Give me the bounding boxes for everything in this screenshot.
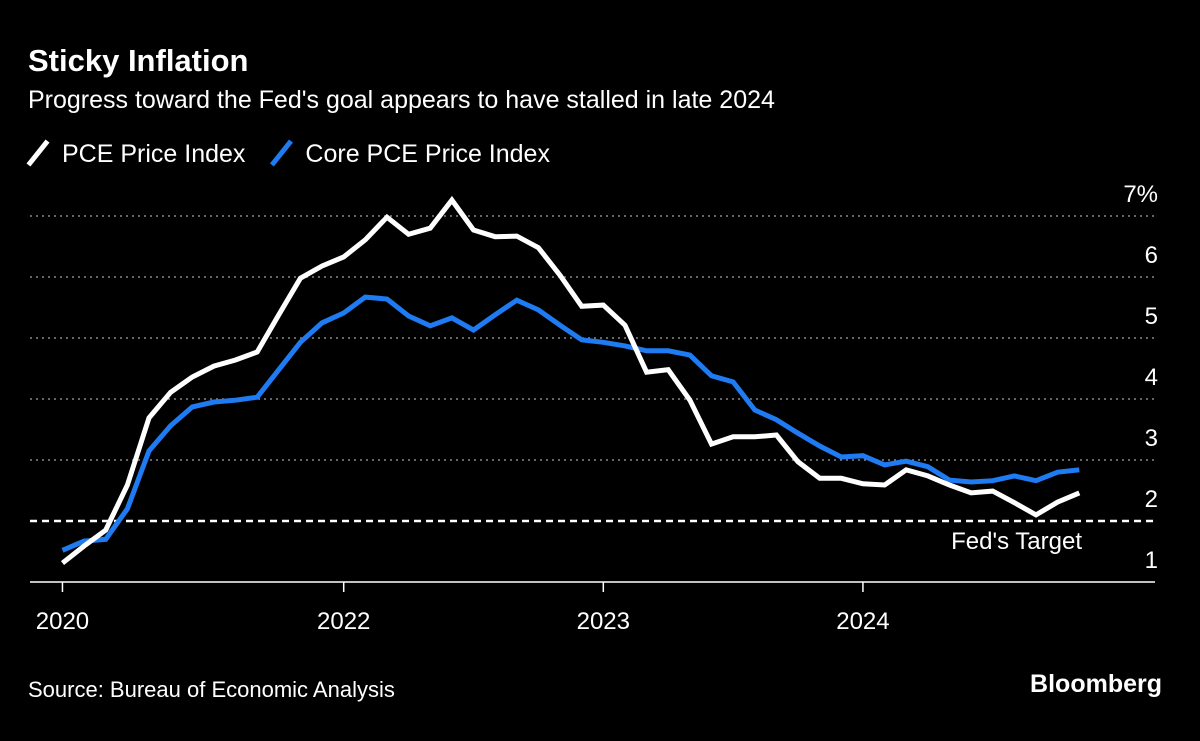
y-tick-label: 4 xyxy=(1145,364,1158,391)
y-tick-label: 7% xyxy=(1123,181,1158,208)
legend-label: Core PCE Price Index xyxy=(305,140,550,168)
target-label: Fed's Target xyxy=(951,528,1082,555)
y-tick-label: 2 xyxy=(1145,486,1158,513)
chart-title: Sticky Inflation xyxy=(28,43,248,78)
legend-swatch xyxy=(26,139,50,167)
x-tick-label: 2024 xyxy=(836,608,889,635)
series-line xyxy=(61,294,1080,553)
y-tick-label: 1 xyxy=(1145,547,1158,574)
brand: Bloomberg xyxy=(1030,670,1162,698)
source: Source: Bureau of Economic Analysis xyxy=(28,677,395,702)
x-tick-label: 2023 xyxy=(577,608,630,635)
x-tick-label: 2020 xyxy=(36,608,89,635)
y-tick-label: 6 xyxy=(1145,242,1158,269)
chart-subtitle: Progress toward the Fed's goal appears t… xyxy=(28,86,775,114)
series-line xyxy=(60,195,1081,566)
y-tick-label: 5 xyxy=(1145,303,1158,330)
x-tick-label: 2022 xyxy=(317,608,370,635)
legend-swatch xyxy=(269,139,293,167)
y-tick-label: 3 xyxy=(1145,425,1158,452)
legend-label: PCE Price Index xyxy=(62,140,246,168)
